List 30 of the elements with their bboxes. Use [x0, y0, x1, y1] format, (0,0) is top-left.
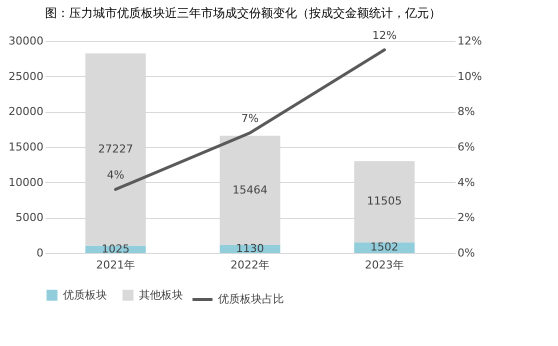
data-label: 4% [106, 168, 124, 182]
y-tick-label: 5000 [16, 211, 44, 224]
y2-tick-label: 8% [458, 105, 475, 118]
y-tick-label: 15000 [8, 140, 44, 154]
x-tick-label: 2021年 [96, 258, 136, 272]
y-tick-label: 30000 [8, 34, 44, 48]
y-tick-label: 10000 [8, 176, 44, 189]
data-label: 1502 [370, 240, 398, 254]
y2-tick-label: 4% [458, 176, 475, 189]
y2-tick-label: 6% [458, 140, 475, 154]
y2-tick-label: 0% [458, 246, 475, 260]
legend-label: 优质板块 [63, 288, 107, 302]
legend-label: 优质板块占比 [218, 292, 284, 306]
data-label: 11505 [366, 194, 402, 208]
x-tick-label: 2022年 [230, 258, 270, 272]
x-tick-label: 2023年 [364, 258, 404, 272]
data-label: 1130 [236, 242, 264, 256]
chart-title: 图：压力城市优质板块近三年市场成交份额变化（按成交金额统计，亿元） [45, 6, 441, 20]
data-label: 7% [241, 112, 259, 125]
y-tick-label: 20000 [8, 105, 44, 118]
legend-label: 其他板块 [139, 288, 183, 302]
data-label: 27227 [98, 142, 134, 156]
y2-tick-label: 10% [458, 70, 482, 83]
y-tick-label: 0 [36, 246, 44, 260]
y2-tick-label: 12% [458, 34, 482, 48]
y-tick-label: 25000 [8, 70, 44, 83]
y2-tick-label: 2% [458, 211, 475, 224]
data-label: 12% [372, 28, 397, 42]
data-label: 1025 [102, 242, 130, 256]
data-label: 15464 [232, 183, 268, 196]
